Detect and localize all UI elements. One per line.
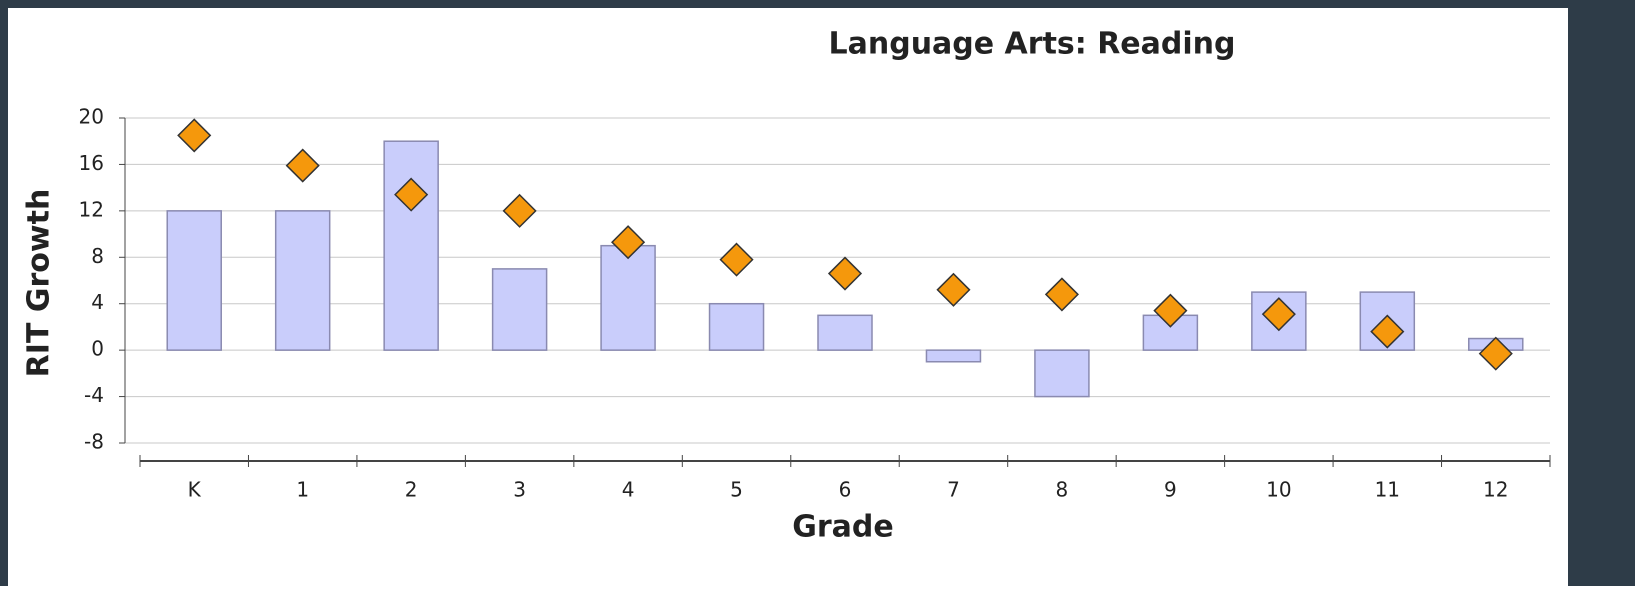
x-tick-label: K <box>188 478 202 502</box>
x-axis-label: Grade <box>792 510 893 545</box>
diamond-marker <box>177 118 212 153</box>
y-tick-label: 0 <box>91 337 104 361</box>
diamond-marker <box>827 256 863 291</box>
x-tick-label: 5 <box>730 478 743 502</box>
x-tick-label: 4 <box>622 478 635 502</box>
diamond-marker <box>1153 293 1188 328</box>
diamond-marker <box>611 225 646 260</box>
x-tick-label: 11 <box>1375 478 1400 502</box>
diamond-marker <box>394 177 429 212</box>
chart-background <box>8 8 1568 586</box>
diamond-marker <box>1370 314 1405 349</box>
diamond-marker <box>285 148 320 183</box>
chart-title: Language Arts: Reading <box>829 27 1236 62</box>
bar <box>600 244 656 351</box>
bar <box>274 210 331 351</box>
bar <box>491 268 548 351</box>
y-tick-label: -8 <box>84 430 104 454</box>
y-tick-label: 20 <box>79 105 104 129</box>
y-tick-label: 4 <box>91 290 104 314</box>
bar <box>1034 349 1090 398</box>
y-tick-label: 16 <box>79 151 104 175</box>
y-tick-label: 8 <box>91 244 104 268</box>
diamond-marker <box>1044 277 1079 312</box>
x-tick-label: 7 <box>947 478 960 502</box>
x-tick-label: 12 <box>1483 478 1508 502</box>
bar <box>925 349 982 363</box>
x-tick-label: 9 <box>1164 478 1177 502</box>
diamond-marker <box>719 242 754 277</box>
x-tick-label: 2 <box>405 478 418 502</box>
bar <box>383 140 439 351</box>
y-axis-label: RIT Growth <box>22 189 57 378</box>
diamond-marker <box>1478 336 1513 371</box>
bar <box>166 210 222 351</box>
x-tick-label: 8 <box>1056 478 1069 502</box>
y-tick-label: -4 <box>84 383 104 407</box>
x-tick-label: 3 <box>513 478 526 502</box>
x-tick-label: 10 <box>1266 478 1291 502</box>
bar <box>817 314 873 351</box>
x-tick-label: 6 <box>839 478 852 502</box>
y-tick-label: 12 <box>79 197 104 221</box>
x-tick-label: 1 <box>296 478 309 502</box>
bar <box>708 302 765 351</box>
diamond-marker <box>1261 297 1296 332</box>
diamond-marker <box>936 272 971 307</box>
diamond-marker <box>502 193 537 228</box>
